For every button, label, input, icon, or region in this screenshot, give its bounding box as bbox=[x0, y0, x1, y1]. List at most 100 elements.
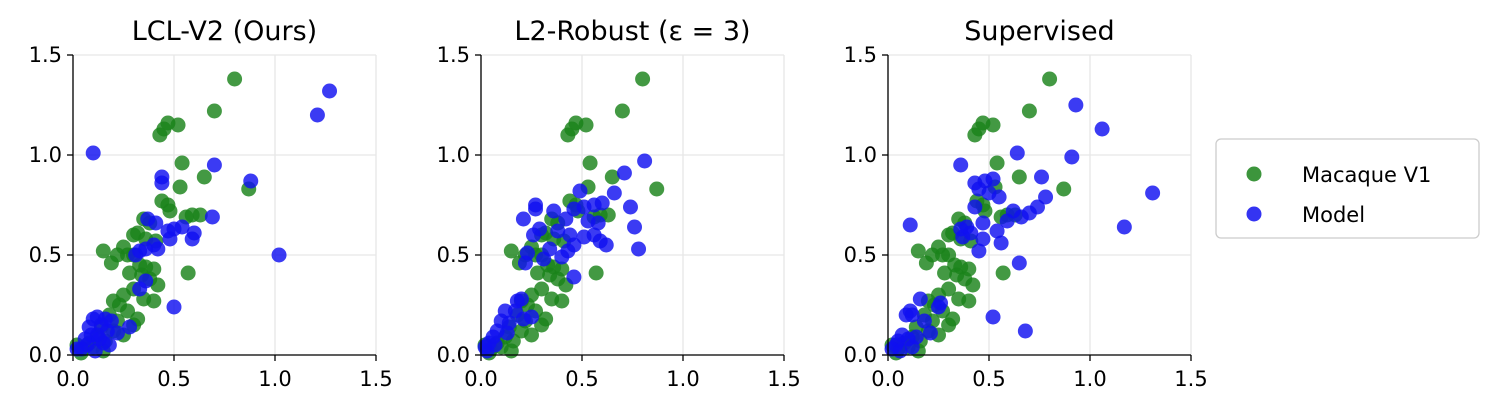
scatter-point bbox=[1013, 209, 1029, 225]
scatter-point bbox=[902, 217, 918, 233]
x-tick-label: 1.5 bbox=[359, 367, 392, 391]
y-tick-label: 0.0 bbox=[29, 343, 62, 367]
scatter-point bbox=[550, 223, 566, 239]
scatter-point bbox=[967, 199, 983, 215]
x-tick-label: 0.5 bbox=[157, 367, 190, 391]
chart-panel-2: 0.0 0.5 1.0 1.5 0.0 0.5 1.0 1.5 L2-Robust (ε = 3… bbox=[437, 16, 801, 391]
scatter-point bbox=[582, 155, 598, 171]
scatter-point bbox=[128, 247, 144, 263]
scatter-point bbox=[590, 215, 606, 231]
legend-label-model: Model bbox=[1302, 203, 1365, 227]
scatter-point bbox=[73, 341, 89, 357]
scatter-point bbox=[487, 337, 503, 353]
x-tick-label: 1.0 bbox=[1073, 367, 1106, 391]
scatter-point bbox=[1011, 255, 1027, 271]
scatter-point bbox=[975, 231, 991, 247]
scatter-point bbox=[1017, 323, 1033, 339]
scatter-point bbox=[109, 325, 125, 341]
scatter-point bbox=[1056, 181, 1072, 197]
scatter-point bbox=[499, 325, 515, 341]
scatter-point bbox=[967, 127, 983, 143]
scatter-point bbox=[588, 265, 604, 281]
scatter-point bbox=[85, 145, 101, 161]
scatter-point bbox=[122, 265, 138, 281]
scatter-point bbox=[649, 181, 665, 197]
scatter-point bbox=[600, 207, 616, 223]
x-tick-label: 0.0 bbox=[871, 367, 904, 391]
scatter-point bbox=[631, 241, 647, 257]
scatter-point bbox=[635, 71, 651, 87]
scatter-point bbox=[126, 227, 142, 243]
scatter-point bbox=[598, 237, 614, 253]
scatter-point bbox=[184, 231, 200, 247]
chart-title: L2-Robust (ε = 3) bbox=[514, 16, 750, 47]
y-tick-label: 1.5 bbox=[844, 43, 877, 67]
y-tick-label: 1.5 bbox=[437, 43, 470, 67]
scatter-point bbox=[503, 343, 519, 359]
scatter-point bbox=[975, 215, 991, 231]
scatter-point bbox=[614, 103, 630, 119]
scatter-point bbox=[554, 249, 570, 265]
x-tick-label: 1.0 bbox=[258, 367, 291, 391]
scatter-point bbox=[558, 211, 574, 227]
scatter-point bbox=[546, 203, 562, 219]
scatter-point bbox=[206, 103, 222, 119]
chart-title: LCL-V2 (Ours) bbox=[132, 16, 317, 47]
scatter-point bbox=[989, 155, 1005, 171]
scatter-point bbox=[953, 157, 969, 173]
scatter-point bbox=[170, 117, 186, 133]
scatter-point bbox=[146, 293, 162, 309]
y-tick-label: 1.0 bbox=[29, 143, 62, 167]
scatter-point bbox=[554, 293, 570, 309]
scatter-point bbox=[152, 127, 168, 143]
scatter-point bbox=[955, 229, 971, 245]
scatter-point bbox=[172, 179, 188, 195]
scatter-point bbox=[995, 265, 1011, 281]
series-model bbox=[69, 83, 338, 359]
legend-marker-macaque-v1 bbox=[1246, 166, 1262, 182]
scatter-point bbox=[604, 169, 620, 185]
scatter-point bbox=[1094, 121, 1110, 137]
scatter-point bbox=[150, 277, 166, 293]
scatter-point bbox=[566, 201, 582, 217]
x-tick-label: 1.5 bbox=[767, 367, 800, 391]
scatter-point bbox=[515, 211, 531, 227]
chart-panel-1: 0.0 0.5 1.0 1.5 0.0 0.5 1.0 1.5 LCL-V2 (Ours) bbox=[29, 16, 393, 391]
scatter-point bbox=[507, 303, 523, 319]
scatter-point bbox=[566, 269, 582, 285]
scatter-point bbox=[528, 201, 544, 217]
chart-title: Supervised bbox=[964, 16, 1114, 47]
y-tick-label: 0.5 bbox=[844, 243, 877, 267]
scatter-point bbox=[95, 243, 111, 259]
series-model bbox=[884, 97, 1161, 359]
scatter-point bbox=[937, 265, 953, 281]
y-tick-label: 1.0 bbox=[437, 143, 470, 167]
scatter-point bbox=[103, 255, 119, 271]
scatter-point bbox=[271, 247, 287, 263]
scatter-point bbox=[526, 227, 542, 243]
scatter-point bbox=[148, 215, 164, 231]
scatter-point bbox=[985, 309, 1001, 325]
scatter-point bbox=[1068, 97, 1084, 113]
y-tick-label: 0.0 bbox=[437, 343, 470, 367]
scatter-point bbox=[162, 231, 178, 247]
scatter-point bbox=[941, 227, 957, 243]
y-tick-label: 0.5 bbox=[437, 243, 470, 267]
legend: Macaque V1 Model bbox=[1215, 138, 1480, 239]
scatter-point bbox=[616, 165, 632, 181]
scatter-point bbox=[309, 107, 325, 123]
scatter-point bbox=[243, 173, 259, 189]
scatter-point bbox=[524, 327, 539, 343]
x-tick-label: 0.0 bbox=[464, 367, 497, 391]
scatter-point bbox=[606, 185, 622, 201]
scatter-point bbox=[622, 199, 638, 215]
scatter-point bbox=[1042, 71, 1058, 87]
scatter-point bbox=[1011, 169, 1027, 185]
scatter-point bbox=[965, 277, 981, 293]
scatter-point bbox=[904, 307, 920, 323]
legend-marker-model bbox=[1246, 206, 1262, 222]
series-model bbox=[477, 153, 653, 359]
x-tick-label: 0.0 bbox=[56, 367, 89, 391]
scatter-point bbox=[627, 219, 643, 235]
